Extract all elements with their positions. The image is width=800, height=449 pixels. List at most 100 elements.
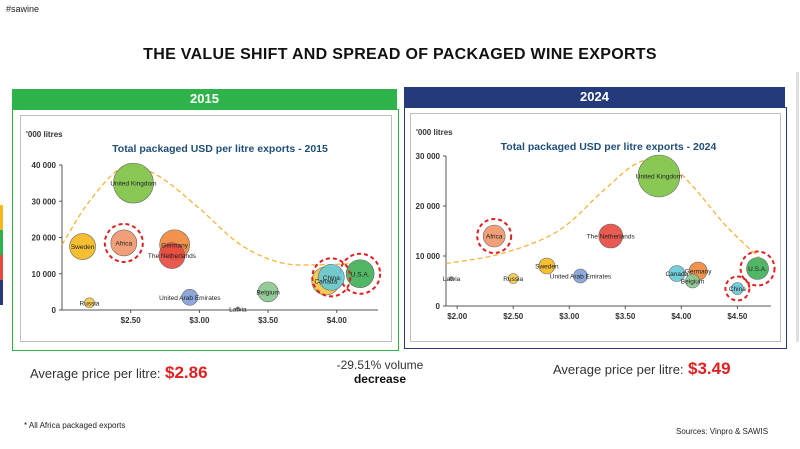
bubble-label-sweden: Sweden: [535, 264, 559, 271]
bubble-label-germany: Germany: [161, 242, 188, 249]
highlight-ring-u-s-a-: [739, 250, 776, 287]
bubble-label-africa: Africa: [116, 240, 133, 247]
highlight-ring-china: [311, 257, 352, 298]
avg-price-2024: Average price per litre: $3.49: [553, 359, 731, 379]
volume-change-line1: -29.51% volume: [336, 358, 424, 372]
trend-line: [61, 164, 365, 266]
y-tick-label: 0: [52, 306, 57, 315]
bubble-label-canada: Canada: [665, 271, 688, 278]
edge-strip-green: [0, 230, 3, 255]
bubble-label-belgium: Belgium: [256, 289, 279, 296]
bubble-sweden: [69, 233, 96, 260]
bubble-label-the-netherlands: The Netherlands: [148, 253, 197, 260]
y-tick-label: 30 000: [416, 152, 441, 161]
bubble-latvia: [449, 276, 454, 281]
page-title: THE VALUE SHIFT AND SPREAD OF PACKAGED W…: [143, 46, 657, 63]
unit-label: '000 litres: [26, 130, 63, 139]
bubble-label-latvia: Latvia: [443, 276, 461, 283]
bubble-canada: [668, 265, 686, 282]
chart-title: Total packaged USD per litre exports - 2…: [501, 141, 717, 153]
bubble-sweden: [538, 257, 556, 275]
bubble-chart-2015: '000 litres Total packaged USD per litre …: [26, 130, 382, 325]
trend-line: [445, 158, 766, 265]
highlight-ring-africa: [103, 222, 144, 263]
bubble-africa: [482, 224, 506, 248]
bubble-belgium: [257, 281, 279, 303]
bubble-label-u-s-a-: U.S.A.: [351, 271, 370, 278]
brand-tag: #sawine: [6, 4, 40, 14]
bubble-label-germany: Germany: [685, 269, 712, 276]
y-tick-label: 20 000: [416, 202, 441, 211]
chart-frame-2024: [410, 113, 781, 342]
bubble-chart-2024: '000 litres Total packaged USD per litre …: [416, 128, 776, 321]
bubble-label-canada: Canada: [314, 279, 337, 286]
bubble-the-netherlands: [158, 242, 186, 269]
bubble-label-united-arab-emirates: United Arab Emirates: [159, 295, 221, 302]
edge-strip-red: [0, 255, 3, 280]
bubble-u-s-a-: [345, 259, 375, 289]
bubble-label-sweden: Sweden: [71, 244, 95, 251]
bubble-label-u-s-a-: U.S.A.: [748, 266, 767, 273]
volume-change-line2: decrease: [353, 372, 407, 386]
x-tick-label: $3.50: [258, 316, 279, 325]
panel-header-2024: 2024: [404, 87, 785, 107]
panel-2015: [12, 109, 399, 351]
x-tick-label: $2.50: [121, 316, 142, 325]
bubble-the-netherlands: [598, 223, 624, 249]
chart-title: Total packaged USD per litre exports - 2…: [112, 143, 328, 155]
bubble-united-arab-emirates: [573, 268, 588, 284]
x-tick-label: $2.50: [503, 312, 524, 321]
panel-2024: [404, 107, 787, 349]
avg-price-label-2024: Average price per litre:: [553, 362, 684, 377]
y-tick-label: 10 000: [32, 270, 57, 279]
bubble-label-belgium: Belgium: [681, 279, 704, 286]
bubble-united-arab-emirates: [181, 289, 199, 306]
bubble-label-the-netherlands: The Netherlands: [587, 234, 636, 241]
bubble-label-united-kingdom: United Kingdom: [636, 174, 682, 181]
edge-strip-right: [796, 72, 799, 342]
edge-strip-yellow: [0, 205, 3, 230]
bubble-label-united-kingdom: United Kingdom: [110, 181, 156, 188]
bubble-belgium: [685, 273, 700, 289]
bubble-label-africa: Africa: [486, 234, 503, 241]
highlight-ring-u-s-a-: [339, 252, 382, 295]
bubble-u-s-a-: [746, 257, 769, 280]
x-tick-label: $3.00: [189, 316, 210, 325]
bubble-russia: [507, 273, 519, 284]
panel-header-2015: 2015: [12, 89, 397, 109]
chart-frame-2015: [20, 115, 392, 342]
y-tick-label: 20 000: [32, 234, 57, 243]
y-tick-label: 30 000: [32, 197, 57, 206]
sources-note: Sources: Vinpro & SAWIS: [676, 427, 769, 436]
x-tick-label: $3.00: [559, 312, 580, 321]
x-tick-label: $4.50: [727, 312, 748, 321]
unit-label: '000 litres: [416, 128, 453, 137]
x-tick-label: $2.00: [447, 312, 468, 321]
bubble-united-kingdom: [113, 162, 154, 204]
y-tick-label: 0: [436, 302, 441, 311]
bubble-china: [317, 264, 345, 291]
y-tick-label: 40 000: [32, 161, 57, 170]
bubble-label-latvia: Latvia: [229, 306, 247, 313]
bubble-label-russia: Russia: [80, 300, 100, 307]
bubble-africa: [110, 229, 138, 257]
avg-price-label-2015: Average price per litre:: [30, 366, 161, 381]
highlight-ring-china: [724, 275, 751, 302]
avg-price-2015: Average price per litre: $2.86: [30, 363, 208, 383]
y-tick-label: 10 000: [416, 252, 441, 261]
avg-price-value-2024: $3.49: [688, 359, 731, 378]
x-tick-label: $4.00: [671, 312, 692, 321]
bubble-label-china: China: [729, 286, 746, 293]
bubble-latvia: [235, 306, 241, 312]
bubble-united-kingdom: [637, 154, 681, 198]
bubble-label-china: China: [323, 275, 340, 282]
bubble-china: [731, 282, 744, 295]
x-tick-label: $3.50: [615, 312, 636, 321]
avg-price-value-2015: $2.86: [165, 363, 208, 382]
footnote: * All Africa packaged exports: [24, 421, 126, 430]
x-tick-label: $4.00: [327, 316, 348, 325]
highlight-ring-africa: [476, 218, 513, 254]
volume-change: -29.51% volume decrease: [310, 358, 450, 386]
edge-strip-navy: [0, 280, 3, 305]
bubble-label-russia: Russia: [503, 276, 523, 283]
